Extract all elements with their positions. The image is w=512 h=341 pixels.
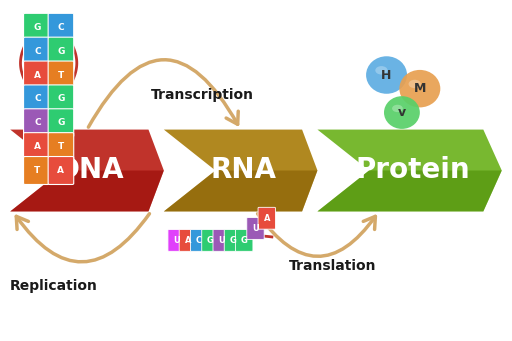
Text: Transcription: Transcription [151,88,254,103]
FancyBboxPatch shape [168,229,185,251]
FancyBboxPatch shape [48,157,74,184]
Ellipse shape [409,80,421,88]
Text: A: A [34,71,41,79]
Text: RNA: RNA [211,157,276,184]
Text: C: C [34,94,40,103]
FancyBboxPatch shape [24,109,49,137]
FancyBboxPatch shape [24,157,49,184]
Polygon shape [10,170,164,211]
Text: G: G [57,118,65,127]
Text: v: v [398,106,406,119]
FancyBboxPatch shape [213,229,230,251]
Text: T: T [58,142,64,151]
FancyBboxPatch shape [48,61,74,89]
Text: A: A [185,236,191,245]
Text: M: M [414,82,426,95]
Text: T: T [58,71,64,79]
FancyArrowPatch shape [16,214,150,262]
Text: Translation: Translation [289,259,377,273]
Polygon shape [10,130,164,211]
Ellipse shape [392,105,403,112]
FancyBboxPatch shape [48,13,74,41]
Text: T: T [34,166,40,175]
Text: G: G [241,236,248,245]
FancyBboxPatch shape [202,229,219,251]
Text: G: G [207,236,214,245]
Text: C: C [34,118,40,127]
FancyBboxPatch shape [247,218,264,239]
Text: U: U [218,236,225,245]
Polygon shape [317,130,502,211]
Text: DNA: DNA [56,157,124,184]
Text: Protein: Protein [356,157,471,184]
FancyBboxPatch shape [48,85,74,113]
Text: G: G [34,23,41,32]
Text: A: A [57,166,65,175]
Ellipse shape [375,66,388,75]
Text: C: C [58,23,64,32]
Text: G: G [229,236,237,245]
FancyArrowPatch shape [89,60,238,127]
Polygon shape [164,130,317,211]
Polygon shape [164,170,317,211]
FancyBboxPatch shape [24,37,49,65]
FancyBboxPatch shape [224,229,242,251]
Text: G: G [57,47,65,56]
Text: U: U [173,236,180,245]
FancyBboxPatch shape [48,133,74,161]
Text: A: A [34,142,41,151]
FancyArrowPatch shape [258,214,375,256]
FancyBboxPatch shape [48,109,74,137]
FancyBboxPatch shape [24,85,49,113]
Text: Replication: Replication [10,279,98,294]
FancyBboxPatch shape [24,133,49,161]
FancyBboxPatch shape [179,229,197,251]
FancyBboxPatch shape [24,61,49,89]
Ellipse shape [366,56,407,94]
FancyBboxPatch shape [190,229,208,251]
FancyBboxPatch shape [48,37,74,65]
Text: H: H [381,69,392,81]
FancyBboxPatch shape [24,13,49,41]
Text: A: A [264,214,270,223]
FancyBboxPatch shape [258,207,275,229]
Text: C: C [34,47,40,56]
Ellipse shape [399,70,440,107]
Polygon shape [317,170,502,211]
FancyBboxPatch shape [236,229,253,251]
Ellipse shape [384,96,420,129]
Text: C: C [196,236,202,245]
Text: U: U [252,224,259,233]
Text: G: G [57,94,65,103]
